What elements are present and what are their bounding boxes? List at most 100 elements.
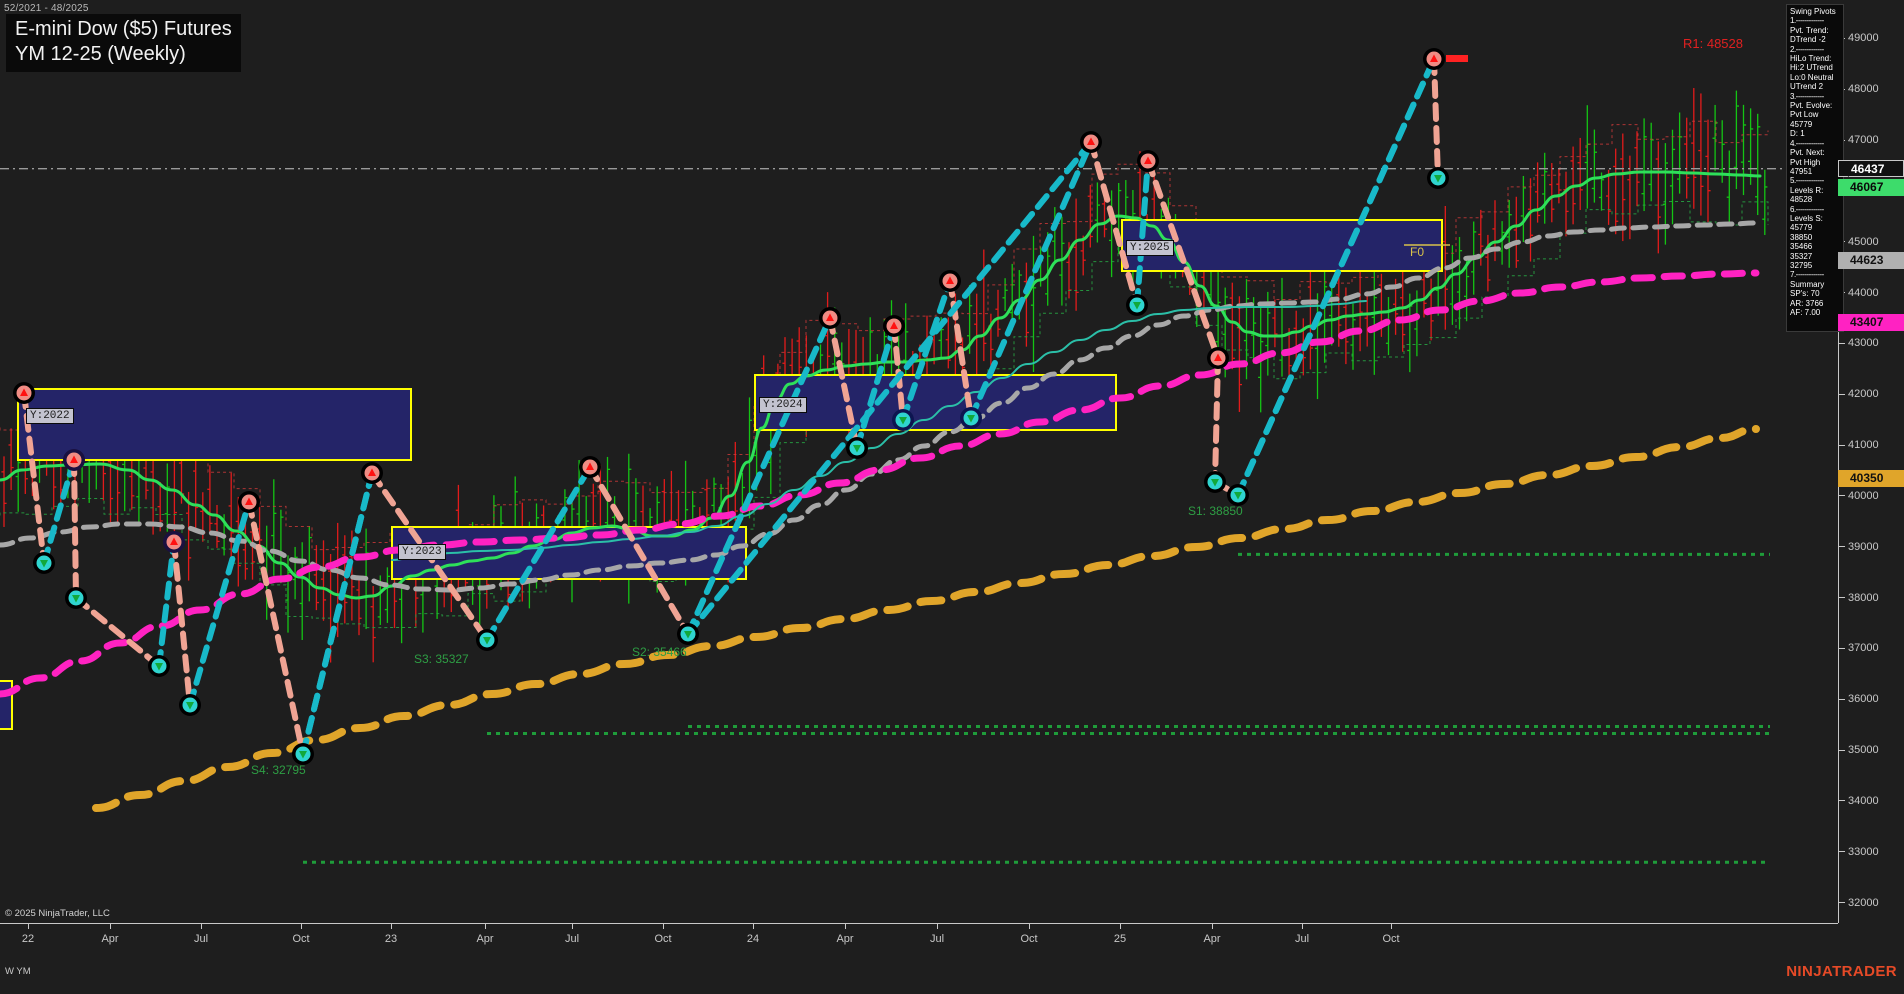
year-box-0: [17, 388, 412, 461]
pivot-arrow-26: [1434, 175, 1442, 183]
pivot-arrow-20: [1133, 302, 1141, 310]
year-box-label-Y-2023: Y:2023: [398, 544, 446, 560]
info-panel-line-23: 38850: [1790, 232, 1813, 242]
level-label-R1: R1: 48528: [1683, 36, 1743, 51]
price-tick-39000: 39000: [1839, 541, 1904, 553]
info-panel-line-22: 45779: [1790, 223, 1813, 233]
pivot-arrow-13: [826, 313, 834, 321]
pivot-arrow-23: [1211, 479, 1219, 487]
info-panel-line-24: 35466: [1790, 242, 1813, 252]
chart-title-box: E-mini Dow ($5) Futures YM 12-25 (Weekly…: [6, 14, 241, 72]
pivot-arrow-1: [40, 560, 48, 568]
info-panel-line-20: 6.-------------: [1790, 204, 1824, 214]
info-panel-line-26: 32795: [1790, 260, 1813, 270]
pivot-arrow-12: [684, 631, 692, 639]
level-label-S4: S4: 32795: [251, 763, 306, 777]
pivot-arrow-18: [967, 415, 975, 423]
price-marker-46067: 46067: [1838, 178, 1904, 196]
pivot-arrow-11: [586, 462, 594, 470]
zigzag-leg-2: [41, 457, 77, 566]
zigzag-leg-11: [484, 464, 593, 643]
info-panel-line-21: Levels S:: [1790, 213, 1823, 223]
zigzag-leg-14: [827, 315, 860, 451]
price-tick-34000: 34000: [1839, 795, 1904, 807]
zigzag-leg-13: [685, 315, 833, 637]
zigzag-leg-6: [171, 539, 193, 708]
zigzag-leg-23: [1212, 355, 1221, 485]
info-panel-line-13: 4.-------------: [1790, 138, 1824, 148]
price-tick-36000: 36000: [1839, 693, 1904, 705]
price-marker-40350: 40350: [1838, 469, 1904, 487]
price-tick-38000: 38000: [1839, 592, 1904, 604]
price-tick-32000: 32000: [1839, 897, 1904, 909]
price-tick-44000: 44000: [1839, 287, 1904, 299]
zigzag-leg-8: [246, 499, 306, 757]
pivot-arrow-3: [72, 595, 80, 603]
time-axis[interactable]: 22 Apr Jul Oct 23 Apr Jul Oct 24 Apr Jul Oct 25 Apr Ju…: [0, 923, 1838, 963]
price-tick-41000: 41000: [1839, 439, 1904, 451]
info-panel-line-2: DTrend -2: [1790, 35, 1826, 45]
pivot-arrow-8: [299, 751, 307, 759]
price-marker-43407: 43407: [1838, 314, 1904, 332]
zigzag-leg-7: [187, 499, 252, 708]
swing-zigzag: [21, 56, 1441, 757]
info-panel-line-27: 7.-------------: [1790, 270, 1824, 280]
info-panel-line-7: UTrend 2: [1790, 82, 1824, 92]
series-slowest-ma-gold-dashed: [92, 425, 1760, 812]
pivot-arrow-16: [899, 417, 907, 425]
swing-pivots-info-panel[interactable]: Swing Pivots 1.------------- Pvt. Trend: D…: [1786, 4, 1844, 332]
pivot-arrow-6: [186, 702, 194, 710]
zigzag-leg-3: [71, 457, 79, 601]
zigzag-leg-26: [1431, 56, 1441, 181]
price-tick-47000: 47000: [1839, 134, 1904, 146]
info-panel-line-25: 35327: [1790, 251, 1813, 261]
zigzag-major-leg-2: [300, 470, 375, 757]
zigzag-leg-19: [968, 139, 1094, 421]
zigzag-major-leg-1: [1235, 56, 1437, 498]
pivot-arrow-17: [946, 276, 954, 284]
zigzag-leg-21: [1134, 158, 1151, 308]
pivot-arrow-10: [483, 637, 491, 645]
f0-label: F0: [1410, 245, 1425, 259]
price-tick-49000: 49000: [1839, 32, 1904, 44]
info-panel-line-31: AF: 7.00: [1790, 308, 1821, 317]
info-panel-line-15: Pvt High: [1790, 157, 1821, 167]
indicator-series: [0, 170, 1762, 812]
info-panel-line-1: Pvt. Trend:: [1790, 25, 1829, 35]
price-tick-42000: 42000: [1839, 388, 1904, 400]
pivot-arrow-25: [1430, 54, 1438, 62]
pivot-arrow-5: [170, 537, 178, 545]
pivot-arrow-19: [1087, 137, 1095, 145]
zigzag-leg-20: [1088, 139, 1140, 308]
instrument-tag-label: W YM: [5, 966, 31, 977]
period-range-label: 52/2021 - 48/2025: [4, 3, 89, 14]
year-box-2: [754, 374, 1117, 431]
series-slow-ma-magenta-dashed: [0, 269, 1760, 698]
info-panel-line-16: 47951: [1790, 166, 1813, 176]
price-tick-37000: 37000: [1839, 642, 1904, 654]
price-tick-40000: 40000: [1839, 490, 1904, 502]
price-tick-33000: 33000: [1839, 846, 1904, 858]
pivot-arrow-2: [70, 455, 78, 463]
year-box-label-Y-2022: Y:2022: [26, 408, 74, 424]
level-label-S3: S3: 35327: [414, 652, 469, 666]
price-marker-44623: 44623: [1838, 252, 1904, 270]
pivot-arrow-14: [853, 445, 861, 453]
copyright-label: © 2025 NinjaTrader, LLC: [5, 908, 110, 919]
info-panel-line-30: AR: 3766: [1790, 298, 1824, 308]
info-panel-line-19: 48528: [1790, 195, 1813, 205]
info-panel-line-8: 3.-------------: [1790, 91, 1824, 101]
zigzag-leg-5: [156, 539, 177, 669]
info-panel-line-14: Pvt. Next:: [1790, 148, 1825, 158]
pivot-arrow-15: [890, 321, 898, 329]
info-panel-line-10: Pvt Low: [1790, 110, 1819, 120]
info-panel-heading: Swing Pivots: [1790, 7, 1836, 16]
info-panel-line-6: Lo:0 Neutral: [1790, 72, 1834, 82]
info-panel-line-4: HiLo Trend:: [1790, 54, 1832, 64]
pivot-arrow-22: [1214, 353, 1222, 361]
last-price-tag: [1446, 55, 1468, 62]
info-panel-lines: 1.------------- Pvt. Trend: DTrend -2 2.---…: [1790, 16, 1840, 317]
chart-plot-area[interactable]: Y:2022 Y:2023 Y:2024 Y:2025 S4: 32795 S3: 353…: [0, 18, 1838, 923]
info-panel-line-29: SP's: 70: [1790, 289, 1820, 299]
price-marker-46437: 46437: [1838, 160, 1904, 178]
